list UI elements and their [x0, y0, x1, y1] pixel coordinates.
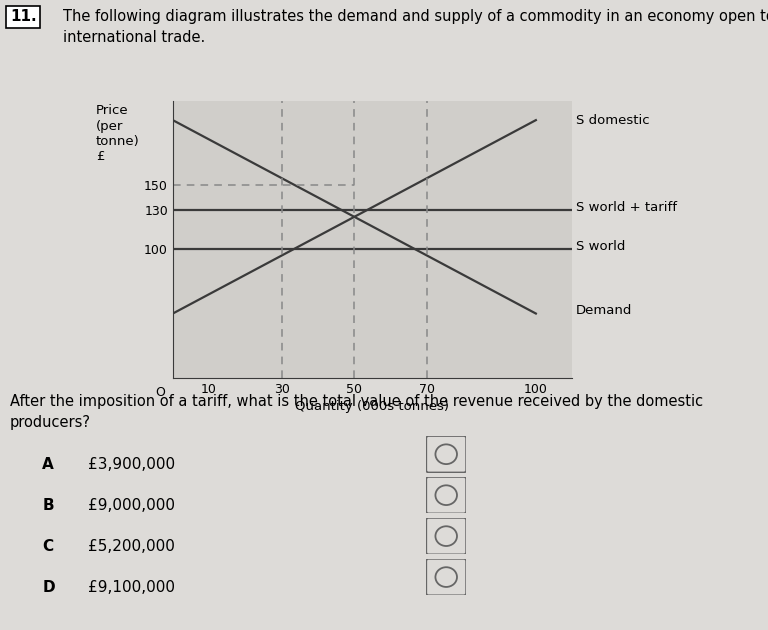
FancyBboxPatch shape [426, 477, 466, 513]
Text: £: £ [96, 150, 104, 163]
Text: Demand: Demand [576, 304, 632, 318]
Text: O: O [155, 386, 165, 399]
FancyBboxPatch shape [426, 436, 466, 472]
Text: tonne): tonne) [96, 135, 140, 148]
Text: C: C [42, 539, 53, 554]
Text: £9,000,000: £9,000,000 [88, 498, 175, 513]
Text: £9,100,000: £9,100,000 [88, 580, 175, 595]
Text: £5,200,000: £5,200,000 [88, 539, 175, 554]
Text: After the imposition of a tariff, what is the total value of the revenue receive: After the imposition of a tariff, what i… [10, 394, 703, 430]
Text: A: A [42, 457, 54, 472]
Text: S world + tariff: S world + tariff [576, 202, 677, 214]
FancyBboxPatch shape [426, 559, 466, 595]
Text: The following diagram illustrates the demand and supply of a commodity in an eco: The following diagram illustrates the de… [63, 9, 768, 45]
Text: £3,900,000: £3,900,000 [88, 457, 175, 472]
Text: Price: Price [96, 104, 128, 117]
X-axis label: Quantity (000s tonnes): Quantity (000s tonnes) [296, 400, 449, 413]
Text: B: B [42, 498, 54, 513]
Text: 11.: 11. [10, 9, 37, 25]
Text: S world: S world [576, 240, 625, 253]
Text: D: D [42, 580, 55, 595]
Text: (per: (per [96, 120, 124, 133]
Text: S domestic: S domestic [576, 113, 650, 127]
FancyBboxPatch shape [426, 518, 466, 554]
